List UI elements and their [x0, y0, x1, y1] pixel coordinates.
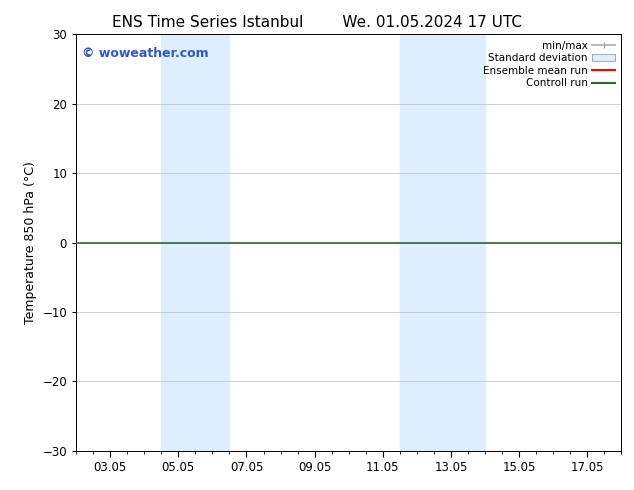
- Bar: [400, 34, 434, 451]
- Bar: [161, 34, 230, 451]
- Bar: [434, 34, 485, 451]
- Text: © woweather.com: © woweather.com: [82, 47, 208, 60]
- Legend: min/max, Standard deviation, Ensemble mean run, Controll run: min/max, Standard deviation, Ensemble me…: [479, 36, 619, 93]
- Y-axis label: Temperature 850 hPa (°C): Temperature 850 hPa (°C): [23, 161, 37, 324]
- Text: ENS Time Series Istanbul        We. 01.05.2024 17 UTC: ENS Time Series Istanbul We. 01.05.2024 …: [112, 15, 522, 30]
